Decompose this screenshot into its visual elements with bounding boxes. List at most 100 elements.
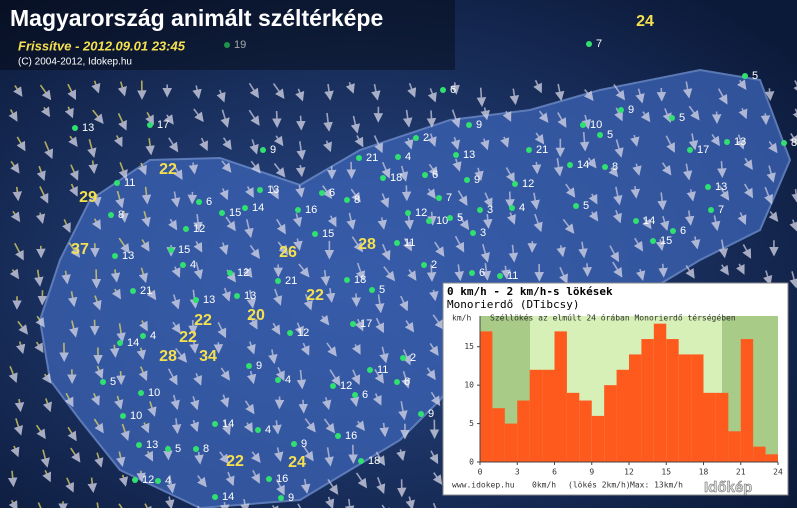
x-tick-label: 3 bbox=[515, 468, 520, 477]
station-dot bbox=[114, 180, 120, 186]
station-dot bbox=[266, 476, 272, 482]
station-speed: 15 bbox=[660, 235, 672, 247]
station-speed: 9 bbox=[256, 360, 262, 372]
station-speed: 18 bbox=[368, 455, 380, 467]
station-dot bbox=[669, 115, 675, 121]
station-speed: 15 bbox=[229, 207, 241, 219]
x-tick-label: 21 bbox=[736, 468, 746, 477]
station-gust: 28 bbox=[159, 348, 177, 365]
station-speed: 6 bbox=[680, 225, 686, 237]
station-dot bbox=[165, 446, 171, 452]
gust-bar bbox=[753, 447, 765, 462]
station-speed: 14 bbox=[222, 491, 234, 503]
y-tick-label: 0 bbox=[469, 458, 474, 467]
station-speed: 6 bbox=[329, 187, 335, 199]
station-speed: 21 bbox=[366, 152, 378, 164]
gust-bar bbox=[542, 370, 554, 462]
station-speed: 15 bbox=[178, 244, 190, 256]
station-speed: 12 bbox=[237, 267, 249, 279]
station-dot bbox=[136, 442, 142, 448]
wind-arrow bbox=[303, 400, 304, 412]
station-dot bbox=[440, 87, 446, 93]
station-speed: 4 bbox=[190, 259, 196, 271]
station-dot bbox=[708, 207, 714, 213]
wind-arrow bbox=[587, 263, 588, 275]
gust-bar bbox=[505, 424, 517, 462]
station-speed: 13 bbox=[715, 181, 727, 193]
station-gust: 29 bbox=[79, 189, 97, 206]
station-speed: 10 bbox=[436, 215, 448, 227]
station-speed: 14 bbox=[643, 215, 655, 227]
station-speed: 5 bbox=[679, 112, 685, 124]
station-dot bbox=[567, 162, 573, 168]
wind-arrow bbox=[536, 162, 537, 173]
station-speed: 13 bbox=[463, 149, 475, 161]
gust-bar bbox=[766, 454, 778, 462]
station-gust: 26 bbox=[279, 244, 297, 261]
station-dot bbox=[418, 411, 424, 417]
station-speed: 4 bbox=[150, 330, 156, 342]
station-dot bbox=[512, 181, 518, 187]
station-speed: 2 bbox=[423, 132, 429, 144]
station-dot bbox=[509, 205, 515, 211]
station-speed: 4 bbox=[405, 151, 411, 163]
station-gust: 34 bbox=[199, 348, 217, 365]
wind-arrow bbox=[301, 116, 302, 129]
station-speed: 21 bbox=[536, 144, 548, 156]
station-dot bbox=[597, 132, 603, 138]
station-speed: 9 bbox=[301, 438, 307, 450]
station-dot bbox=[180, 262, 186, 268]
station-dot bbox=[421, 262, 427, 268]
gust-bar bbox=[641, 339, 653, 462]
station-dot bbox=[602, 164, 608, 170]
station-dot bbox=[242, 205, 248, 211]
wind-arrow bbox=[663, 264, 664, 276]
station-dot bbox=[447, 215, 453, 221]
station-dot bbox=[330, 383, 336, 389]
gust-bar bbox=[679, 354, 691, 462]
station-speed: 6 bbox=[432, 169, 438, 181]
station-dot bbox=[394, 379, 400, 385]
refresh-time: Frissítve - 2012.09.01 23:45 bbox=[18, 38, 186, 53]
station-speed: 15 bbox=[322, 228, 334, 240]
station-dot bbox=[234, 293, 240, 299]
station-speed: 4 bbox=[165, 475, 171, 487]
gust-bar bbox=[492, 408, 504, 462]
station-dot bbox=[405, 210, 411, 216]
station-dot bbox=[526, 147, 532, 153]
gust-bar bbox=[691, 354, 703, 462]
wind-arrow bbox=[661, 88, 662, 100]
station-speed: 6 bbox=[450, 84, 456, 96]
gust-bar bbox=[666, 339, 678, 462]
station-speed: 12 bbox=[340, 380, 352, 392]
station-speed: 9 bbox=[474, 174, 480, 186]
station-dot bbox=[196, 199, 202, 205]
station-speed: 10 bbox=[130, 410, 142, 422]
wind-arrow bbox=[432, 212, 433, 224]
station-dot bbox=[497, 273, 503, 279]
station-dot bbox=[275, 377, 281, 383]
station-dot bbox=[422, 172, 428, 178]
station-speed: 5 bbox=[379, 284, 385, 296]
station-speed: 21 bbox=[140, 285, 152, 297]
station-speed: 16 bbox=[276, 473, 288, 485]
station-dot bbox=[140, 333, 146, 339]
station-speed: 17 bbox=[697, 144, 709, 156]
wind-arrow bbox=[356, 293, 357, 305]
station-speed: 4 bbox=[265, 424, 271, 436]
station-speed: 14 bbox=[577, 159, 589, 171]
gust-bar bbox=[741, 339, 753, 462]
station-dot bbox=[344, 277, 350, 283]
station-speed: 12 bbox=[415, 207, 427, 219]
x-tick-label: 12 bbox=[624, 468, 634, 477]
station-gust: 22 bbox=[159, 161, 177, 178]
station-dot bbox=[212, 494, 218, 500]
station-speed: 10 bbox=[590, 119, 602, 131]
inset-station: Monorierdő (DTibcsy) bbox=[447, 298, 579, 311]
x-tick-label: 9 bbox=[589, 468, 594, 477]
station-dot bbox=[650, 238, 656, 244]
station-gust: 24 bbox=[288, 454, 306, 471]
station-dot bbox=[246, 363, 252, 369]
station-speed: 5 bbox=[752, 70, 758, 82]
gust-bar bbox=[517, 401, 529, 462]
